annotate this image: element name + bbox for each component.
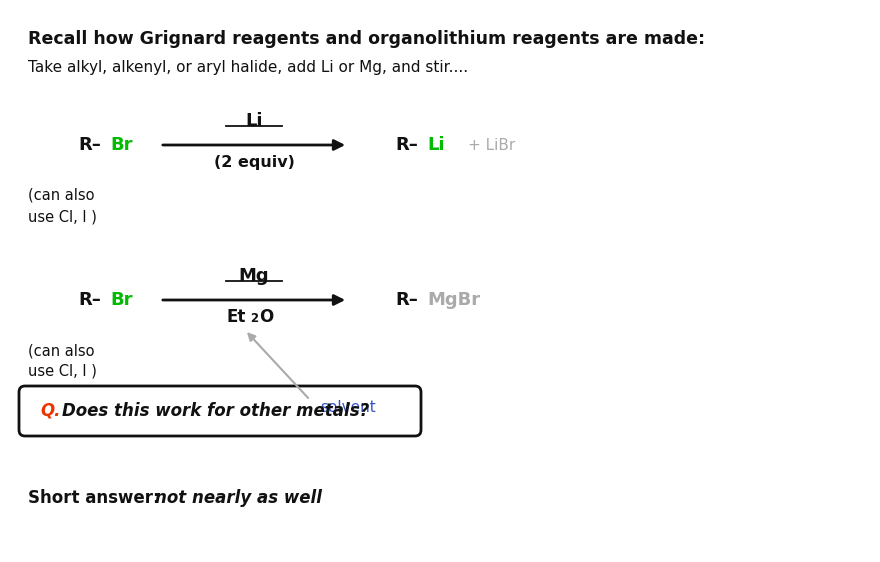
- Text: + LiBr: + LiBr: [468, 138, 516, 152]
- Text: Take alkyl, alkenyl, or aryl halide, add Li or Mg, and stir....: Take alkyl, alkenyl, or aryl halide, add…: [28, 60, 468, 75]
- Text: Recall how Grignard reagents and organolithium reagents are made:: Recall how Grignard reagents and organol…: [28, 30, 705, 48]
- Text: 2: 2: [250, 312, 258, 325]
- Text: (2 equiv): (2 equiv): [214, 155, 295, 170]
- Text: Et: Et: [226, 308, 246, 326]
- Text: R–: R–: [395, 136, 418, 154]
- Text: Br: Br: [110, 291, 133, 309]
- Text: not nearly as well: not nearly as well: [155, 489, 322, 507]
- Text: Q.: Q.: [40, 402, 61, 420]
- Text: (can also
use Cl, I ): (can also use Cl, I ): [28, 188, 97, 224]
- Text: R–: R–: [395, 291, 418, 309]
- Text: Li: Li: [427, 136, 444, 154]
- Text: Li: Li: [246, 112, 263, 130]
- Text: Short answer:: Short answer:: [28, 489, 165, 507]
- Text: Mg: Mg: [238, 267, 269, 285]
- FancyBboxPatch shape: [19, 386, 421, 436]
- Text: (can also
use Cl, I ): (can also use Cl, I ): [28, 343, 97, 379]
- Text: Does this work for other metals?: Does this work for other metals?: [62, 402, 370, 420]
- Text: solvent: solvent: [320, 400, 376, 415]
- Text: MgBr: MgBr: [427, 291, 480, 309]
- Text: R–: R–: [78, 291, 101, 309]
- Text: O: O: [259, 308, 274, 326]
- Text: R–: R–: [78, 136, 101, 154]
- Text: Br: Br: [110, 136, 133, 154]
